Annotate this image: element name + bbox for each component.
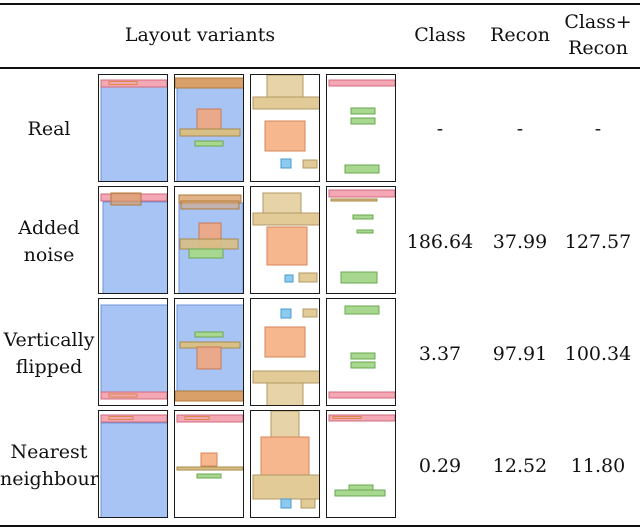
layout-thumbnail-nearest-3	[250, 410, 320, 518]
value-noise-class: 186.64	[406, 231, 474, 253]
header-rule	[0, 67, 640, 69]
row-label-vertically-flipped-2: flipped	[15, 356, 83, 378]
value-flipped-class: 3.37	[418, 343, 462, 365]
value-flipped-recon: 97.91	[492, 343, 548, 365]
layout-thumbnail-noise-3	[250, 186, 320, 294]
value-real-recon: -	[516, 118, 524, 140]
layout-thumbnail-nearest-4	[326, 410, 396, 518]
header-class: Class	[414, 24, 466, 46]
layout-thumbnail-flipped-4	[326, 298, 396, 406]
bottom-rule	[0, 525, 640, 527]
header-class-recon-line1: Class+	[564, 11, 632, 33]
value-nearest-class: 0.29	[418, 455, 462, 477]
layout-thumbnail-noise-4	[326, 186, 396, 294]
row-label-vertically-flipped-1: Vertically	[3, 329, 95, 351]
header-layout-variants: Layout variants	[124, 24, 276, 46]
value-real-class: -	[436, 118, 444, 140]
layout-thumbnail-real-2	[174, 74, 244, 182]
value-nearest-recon: 12.52	[492, 455, 548, 477]
value-noise-class-recon: 127.57	[564, 231, 632, 253]
row-label-nearest-neighbour-1: Nearest	[10, 441, 88, 463]
row-label-added-noise-2: noise	[23, 244, 75, 266]
layout-thumbnail-real-1	[98, 74, 168, 182]
top-rule	[0, 3, 640, 5]
header-class-recon-line2: Recon	[568, 37, 628, 59]
value-flipped-class-recon: 100.34	[564, 343, 632, 365]
row-label-real: Real	[27, 118, 71, 140]
layout-thumbnail-nearest-1	[98, 410, 168, 518]
layout-thumbnail-flipped-2	[174, 298, 244, 406]
header-recon: Recon	[490, 24, 550, 46]
row-label-added-noise-1: Added	[18, 217, 80, 239]
layout-thumbnail-noise-1	[98, 186, 168, 294]
layout-thumbnail-real-4	[326, 74, 396, 182]
layout-thumbnail-flipped-1	[98, 298, 168, 406]
layout-thumbnail-nearest-2	[174, 410, 244, 518]
layout-thumbnail-noise-2	[174, 186, 244, 294]
layout-thumbnail-real-3	[250, 74, 320, 182]
row-label-nearest-neighbour-2: neighbour	[0, 468, 99, 490]
value-nearest-class-recon: 11.80	[570, 455, 626, 477]
value-real-class-recon: -	[594, 118, 602, 140]
layout-thumbnail-flipped-3	[250, 298, 320, 406]
value-noise-recon: 37.99	[492, 231, 548, 253]
